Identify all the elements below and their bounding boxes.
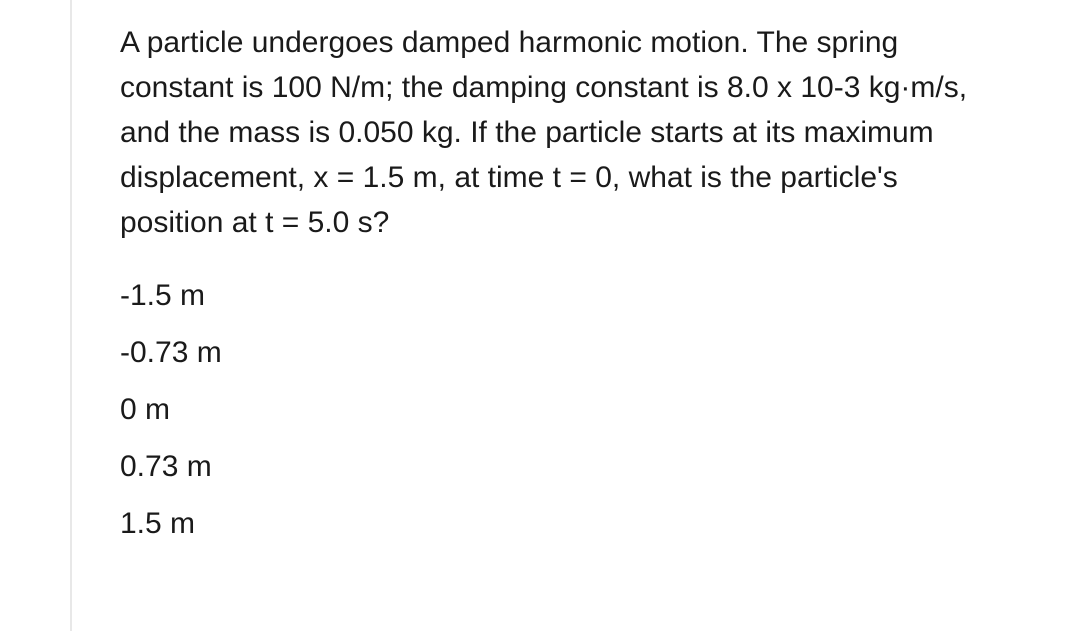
- answer-option-1[interactable]: -1.5 m: [120, 273, 970, 318]
- question-text: A particle undergoes damped harmonic mot…: [120, 20, 970, 245]
- question-container: A particle undergoes damped harmonic mot…: [120, 20, 970, 558]
- answer-option-5[interactable]: 1.5 m: [120, 501, 970, 546]
- answer-option-4[interactable]: 0.73 m: [120, 444, 970, 489]
- answer-option-2[interactable]: -0.73 m: [120, 330, 970, 375]
- answer-option-3[interactable]: 0 m: [120, 387, 970, 432]
- left-divider: [70, 0, 72, 631]
